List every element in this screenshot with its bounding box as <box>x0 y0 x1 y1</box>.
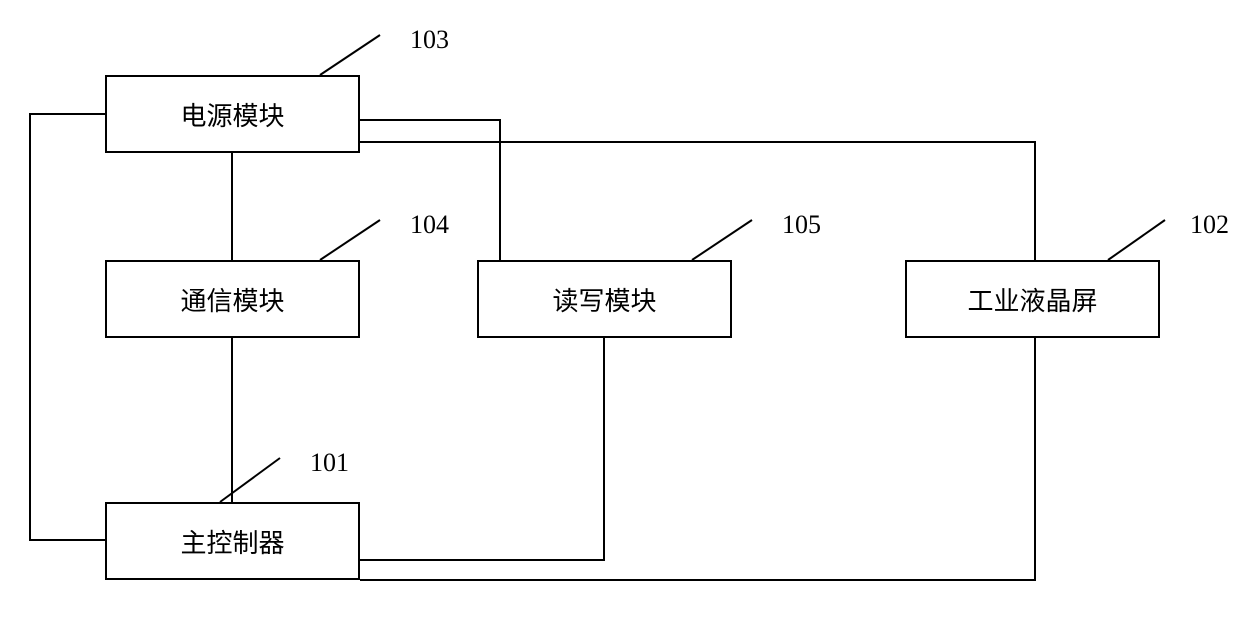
node-power-module: 电源模块 <box>105 75 360 153</box>
node-main-controller: 主控制器 <box>105 502 360 580</box>
node-lcd-screen: 工业液晶屏 <box>905 260 1160 338</box>
node-label: 主控制器 <box>180 523 284 560</box>
block-diagram: 电源模块 103 通信模块 104 读写模块 105 工业液晶屏 102 主控制… <box>0 0 1240 622</box>
node-label: 工业液晶屏 <box>967 281 1097 318</box>
node-comm-module: 通信模块 <box>105 260 360 338</box>
node-label: 读写模块 <box>552 281 656 318</box>
node-label: 电源模块 <box>180 96 284 133</box>
ref-label-105: 105 <box>782 210 821 240</box>
ref-label-102: 102 <box>1190 210 1229 240</box>
ref-label-101: 101 <box>310 448 349 478</box>
ref-label-103: 103 <box>410 25 449 55</box>
node-readwrite-module: 读写模块 <box>477 260 732 338</box>
node-label: 通信模块 <box>180 281 284 318</box>
ref-label-104: 104 <box>410 210 449 240</box>
